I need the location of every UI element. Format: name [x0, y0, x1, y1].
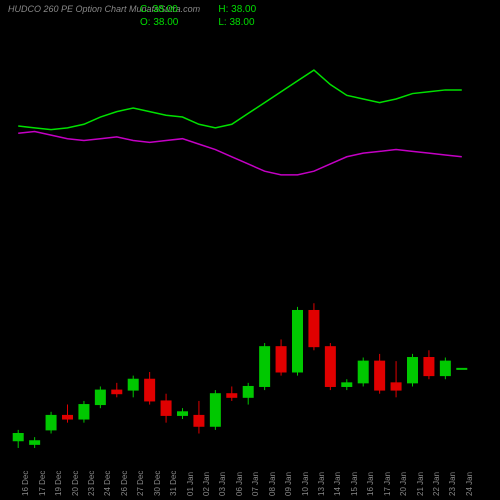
candle-body [194, 415, 204, 426]
candle-body [161, 401, 171, 415]
chart-svg [10, 40, 470, 460]
candle-body [243, 386, 253, 397]
ohlc-low: L: 38.00 [218, 17, 256, 28]
x-axis-label: 16 Dec [21, 471, 23, 496]
x-axis-label: 01 Jan [186, 472, 188, 496]
indicator-line-1 [18, 70, 462, 130]
x-axis-label: 21 Jan [416, 472, 418, 496]
candle-body [342, 383, 352, 387]
x-axis-label: 07 Jan [251, 472, 253, 496]
indicator-line-2 [18, 131, 462, 174]
x-axis-label: 31 Dec [169, 471, 171, 496]
x-axis-label: 30 Dec [153, 471, 155, 496]
candle-body [79, 405, 89, 419]
candle-body [112, 390, 122, 394]
ohlc-block: C: 38.00 O: 38.00 H: 38.00 L: 38.00 [140, 4, 256, 28]
x-axis-label: 15 Jan [350, 472, 352, 496]
x-axis-label: 19 Dec [54, 471, 56, 496]
candle-body [408, 358, 418, 383]
candle-body [457, 368, 467, 369]
x-axis-label: 27 Dec [136, 471, 138, 496]
candle-body [260, 347, 270, 387]
x-axis-label: 20 Jan [399, 472, 401, 496]
x-axis-label: 17 Dec [38, 471, 40, 496]
candle-body [46, 415, 56, 429]
candle-body [210, 394, 220, 427]
ohlc-open: O: 38.00 [140, 17, 178, 28]
candle-body [325, 347, 335, 387]
candle-body [227, 394, 237, 398]
candle-body [440, 361, 450, 375]
candle-body [375, 361, 385, 390]
x-axis-label: 16 Jan [366, 472, 368, 496]
x-axis-label: 14 Jan [333, 472, 335, 496]
x-axis: 16 Dec 17 Dec 19 Dec 20 Dec 23 Dec 24 Dec 26 D… [10, 460, 470, 500]
candle-body [13, 434, 23, 441]
candle-body [63, 415, 73, 419]
x-axis-label: 24 Dec [103, 471, 105, 496]
x-axis-label: 13 Jan [317, 472, 319, 496]
x-axis-label: 10 Jan [301, 472, 303, 496]
candle-body [276, 347, 286, 372]
x-axis-label: 02 Jan [202, 472, 204, 496]
x-axis-label: 06 Jan [235, 472, 237, 496]
x-axis-label: 20 Dec [71, 471, 73, 496]
chart-area [10, 40, 470, 460]
candle-body [128, 379, 138, 390]
x-axis-label: 23 Dec [87, 471, 89, 496]
candle-body [358, 361, 368, 383]
candle-body [178, 412, 188, 416]
ohlc-close: C: 38.00 [140, 4, 178, 15]
candle-body [145, 379, 155, 401]
x-axis-label: 17 Jan [383, 472, 385, 496]
x-axis-label: 26 Dec [120, 471, 122, 496]
candle-body [30, 441, 40, 445]
x-axis-label: 03 Jan [218, 472, 220, 496]
ohlc-high: H: 38.00 [218, 4, 256, 15]
candle-body [95, 390, 105, 404]
candle-body [309, 310, 319, 346]
candle-body [424, 358, 434, 376]
x-axis-label: 22 Jan [432, 472, 434, 496]
candle-body [293, 310, 303, 372]
x-axis-label: 08 Jan [268, 472, 270, 496]
x-axis-label: 09 Jan [284, 472, 286, 496]
candle-body [391, 383, 401, 390]
x-axis-label: 24 Jan [465, 472, 467, 496]
x-axis-label: 23 Jan [448, 472, 450, 496]
